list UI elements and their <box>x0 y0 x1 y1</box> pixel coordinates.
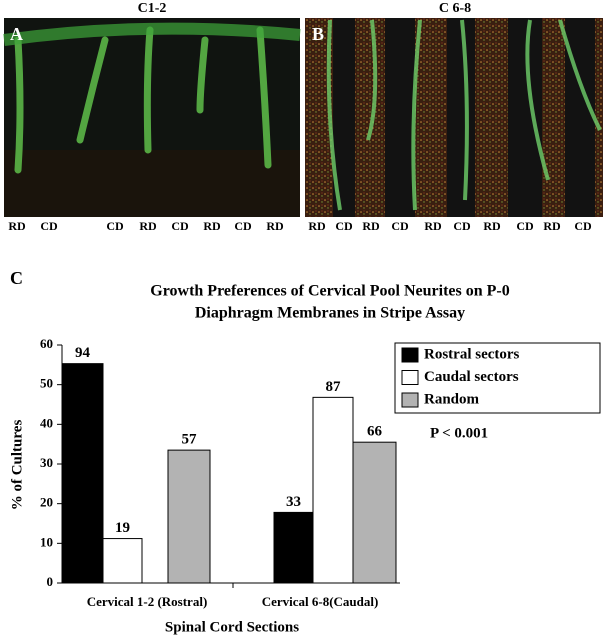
bar <box>167 449 211 584</box>
panel-letter: C <box>10 268 23 288</box>
x-tick-label: Cervical 1-2 (Rostral) <box>87 594 208 609</box>
stripe-label: RD <box>362 219 380 233</box>
count-label: 94 <box>75 345 91 361</box>
count-label: 66 <box>367 424 383 440</box>
stripe-label: RD <box>8 219 26 233</box>
stripe-label: CD <box>516 219 534 233</box>
legend-box <box>394 342 601 414</box>
panel-letter: B <box>312 24 324 44</box>
y-tick-label: 0 <box>47 574 54 589</box>
y-tick-label: 60 <box>40 336 53 351</box>
stripe-label: RD <box>139 219 157 233</box>
bar <box>312 396 354 584</box>
y-axis-label: % of Cultures <box>9 420 25 511</box>
stripe-label: CD <box>391 219 409 233</box>
bar <box>273 511 314 584</box>
stripe-label: CD <box>574 219 592 233</box>
legend-swatch <box>401 392 419 408</box>
chart-title: Growth Preferences of Cervical Pool Neur… <box>150 283 509 300</box>
stripe-label: CD <box>106 219 124 233</box>
micrograph-a: A <box>3 18 301 217</box>
legend-swatch <box>401 370 419 385</box>
annotation: P < 0.001 <box>430 425 488 441</box>
legend-swatch <box>401 347 419 363</box>
panel-title: C1-2 <box>138 1 167 16</box>
bar <box>352 441 397 584</box>
stripe-label: RD <box>203 219 221 233</box>
stripe-label: CD <box>453 219 471 233</box>
count-label: 87 <box>326 379 342 395</box>
count-label: 19 <box>115 520 130 536</box>
stripe-label: RD <box>424 219 442 233</box>
y-tick-label: 10 <box>40 534 53 549</box>
panel-title: C 6-8 <box>439 1 471 16</box>
stripe-label: CD <box>40 219 58 233</box>
count-label: 57 <box>182 432 198 448</box>
stripe-label: RD <box>308 219 326 233</box>
stripe-label: CD <box>171 219 189 233</box>
count-label: 33 <box>286 494 301 510</box>
x-axis-label: Spinal Cord Sections <box>165 619 299 635</box>
y-tick-label: 20 <box>40 495 53 510</box>
stripe-label: RD <box>483 219 501 233</box>
bar <box>61 363 104 584</box>
legend-label: Caudal sectors <box>424 369 519 385</box>
legend-label: Rostral sectors <box>424 346 520 362</box>
x-tick-label: Cervical 6-8(Caudal) <box>262 594 379 609</box>
y-tick-label: 30 <box>40 455 53 470</box>
bar <box>102 538 143 584</box>
stripe-label: RD <box>266 219 284 233</box>
y-tick-label: 50 <box>40 376 53 391</box>
stripe-label: CD <box>234 219 252 233</box>
y-tick-label: 40 <box>40 415 53 430</box>
panel-letter: A <box>10 24 23 44</box>
stripe-label: RD <box>543 219 561 233</box>
stripe-label: CD <box>335 219 353 233</box>
legend-label: Random <box>424 391 480 407</box>
micrograph-b: B <box>305 18 603 217</box>
chart-subtitle: Diaphragm Membranes in Stripe Assay <box>195 305 465 322</box>
